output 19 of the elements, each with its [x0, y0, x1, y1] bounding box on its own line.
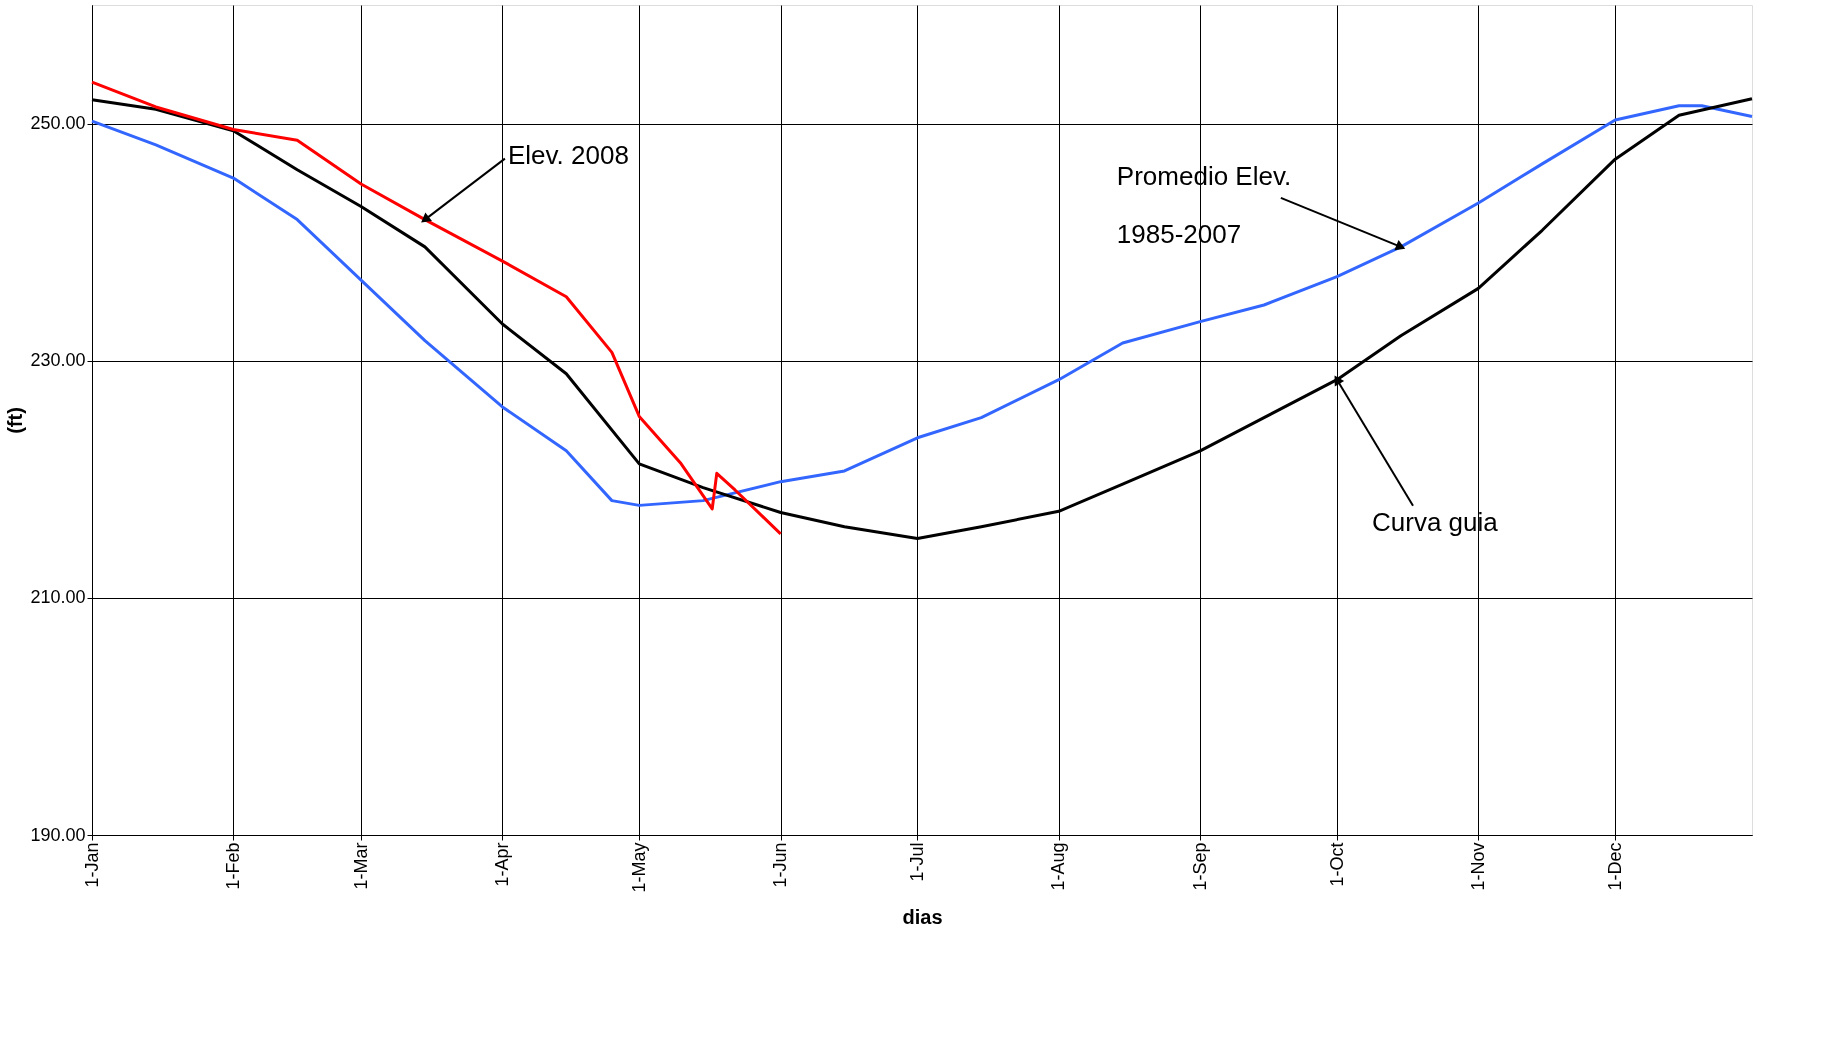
y-tick-label: 210.00 — [30, 587, 86, 608]
y-tick-label: 230.00 — [30, 350, 86, 371]
y-axis-title: (ft) — [4, 407, 27, 434]
x-tick-label: 1-Jan — [81, 842, 102, 888]
x-tick-label: 1-Oct — [1326, 842, 1347, 887]
x-tick-label: 1-Apr — [491, 842, 512, 887]
x-tick-label: 1-May — [628, 842, 649, 893]
y-tick-label: 250.00 — [30, 113, 86, 134]
x-tick-label: 1-Sep — [1189, 842, 1210, 891]
x-axis-title: dias — [902, 905, 943, 928]
y-tick-label: 190.00 — [30, 824, 86, 845]
annotation: Elev. 2008 — [507, 139, 629, 170]
x-tick-label: 1-Dec — [1604, 842, 1625, 891]
x-tick-label: 1-Nov — [1467, 842, 1488, 891]
x-tick-label: 1-Mar — [350, 842, 371, 890]
x-tick-label: 1-Jun — [770, 842, 791, 888]
x-tick-label: 1-Aug — [1048, 842, 1069, 891]
x-tick-label: 1-Jul — [906, 842, 927, 882]
x-tick-label: 1-Feb — [222, 842, 243, 890]
